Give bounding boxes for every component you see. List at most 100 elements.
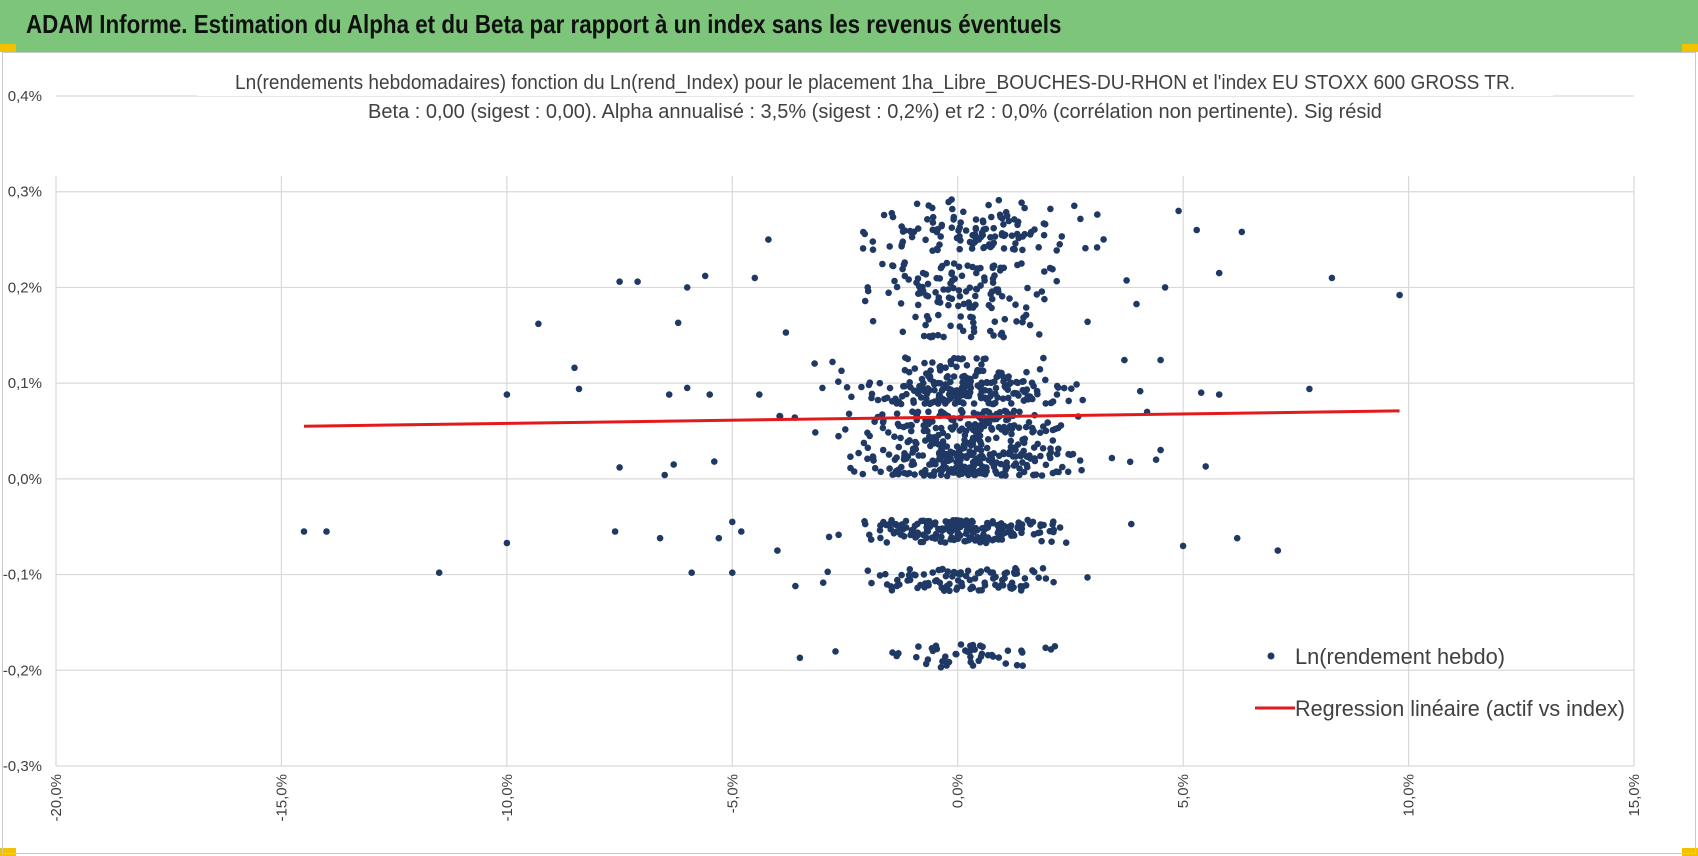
scatter-point (914, 520, 921, 528)
scatter-point (918, 375, 926, 383)
scatter-point (903, 470, 911, 478)
scatter-point (1019, 386, 1027, 394)
scatter-point (1175, 207, 1182, 215)
scatter-point (983, 566, 991, 573)
scatter-point (907, 384, 914, 391)
scatter-point (1034, 390, 1041, 398)
scatter-point (936, 275, 944, 282)
scatter-point (966, 576, 974, 584)
scatter-point (980, 531, 987, 538)
scatter-point (911, 471, 918, 478)
scatter-point (1039, 565, 1047, 572)
scatter-point (1053, 391, 1061, 398)
scatter-point (957, 523, 964, 531)
scatter-point (922, 236, 929, 244)
scatter-point (706, 391, 713, 398)
scatter-point (1035, 244, 1042, 251)
scatter-point (1030, 382, 1037, 390)
scatter-point (969, 314, 976, 321)
scatter-point (897, 400, 905, 408)
scatter-point (859, 470, 867, 478)
scatter-point (1024, 284, 1031, 292)
scatter-point (985, 419, 993, 427)
scatter-point (1046, 451, 1053, 459)
scatter-point (919, 287, 927, 295)
scatter-point (940, 333, 947, 341)
scatter-point (1021, 204, 1028, 212)
scatter-point (952, 399, 960, 407)
scatter-point (999, 395, 1007, 403)
scatter-point (929, 359, 936, 366)
scatter-point (992, 399, 999, 407)
scatter-point (1084, 318, 1091, 326)
scatter-point (1023, 461, 1031, 469)
scatter-point (1007, 437, 1015, 445)
scatter-point (1108, 454, 1116, 462)
scatter-point (929, 219, 937, 226)
scatter-point (936, 393, 944, 400)
scatter-point (1002, 384, 1009, 391)
scatter-point (889, 649, 896, 656)
scatter-point (1133, 300, 1140, 308)
scatter-point (535, 320, 542, 328)
scatter-point (1049, 426, 1057, 434)
scatter-point (942, 450, 950, 458)
scatter-point (975, 537, 983, 545)
scatter-point (920, 571, 928, 578)
corner-marker-top-right (1682, 44, 1698, 52)
x-tick-label: 0,0% (950, 774, 967, 808)
scatter-point (832, 648, 839, 655)
scatter-point (925, 202, 932, 209)
scatter-point (963, 527, 971, 535)
scatter-point (947, 280, 954, 287)
scatter-point (885, 429, 892, 436)
scatter-point (738, 528, 745, 535)
scatter-point (963, 517, 970, 524)
scatter-point (905, 276, 912, 283)
scatter-point (948, 224, 956, 231)
scatter-point (876, 527, 884, 534)
scatter-point (1202, 463, 1209, 470)
scatter-point (900, 533, 908, 540)
scatter-point (972, 225, 980, 233)
scatter-point (883, 539, 891, 546)
scatter-point (1014, 379, 1021, 387)
scatter-point (977, 391, 984, 399)
scatter-point (782, 329, 790, 336)
scatter-point (1123, 277, 1130, 284)
scatter-point (864, 567, 872, 574)
scatter-point (940, 657, 947, 665)
scatter-point (688, 569, 695, 576)
scatter-point (898, 463, 905, 471)
scatter-point (977, 653, 985, 660)
scatter-point (1021, 435, 1029, 443)
scatter-point (957, 313, 964, 320)
scatter-point (897, 300, 905, 307)
scatter-point (1056, 241, 1063, 248)
scatter-point (929, 213, 937, 221)
x-tick-label: 5,0% (1175, 774, 1192, 808)
scatter-point (1071, 202, 1078, 210)
scatter-point (989, 279, 997, 286)
scatter-point (916, 383, 924, 390)
scatter-point (970, 458, 977, 466)
scatter-point (989, 519, 996, 527)
scatter-point (792, 582, 799, 590)
scatter-point (913, 653, 920, 661)
scatter-point (879, 260, 886, 268)
scatter-point (949, 205, 956, 213)
scatter-point (935, 441, 942, 448)
scatter-point (945, 301, 952, 309)
scatter-point (922, 660, 930, 668)
scatter-point (973, 269, 980, 277)
scatter-point (963, 522, 971, 529)
scatter-point (923, 524, 930, 531)
scatter-point (914, 584, 921, 592)
scatter-point (1040, 220, 1048, 227)
scatter-point (1040, 231, 1048, 239)
scatter-point (931, 386, 938, 394)
scatter-point (835, 432, 842, 440)
corner-marker-bottom-right (1682, 848, 1698, 856)
scatter-point (905, 368, 913, 376)
scatter-point (1059, 463, 1066, 471)
